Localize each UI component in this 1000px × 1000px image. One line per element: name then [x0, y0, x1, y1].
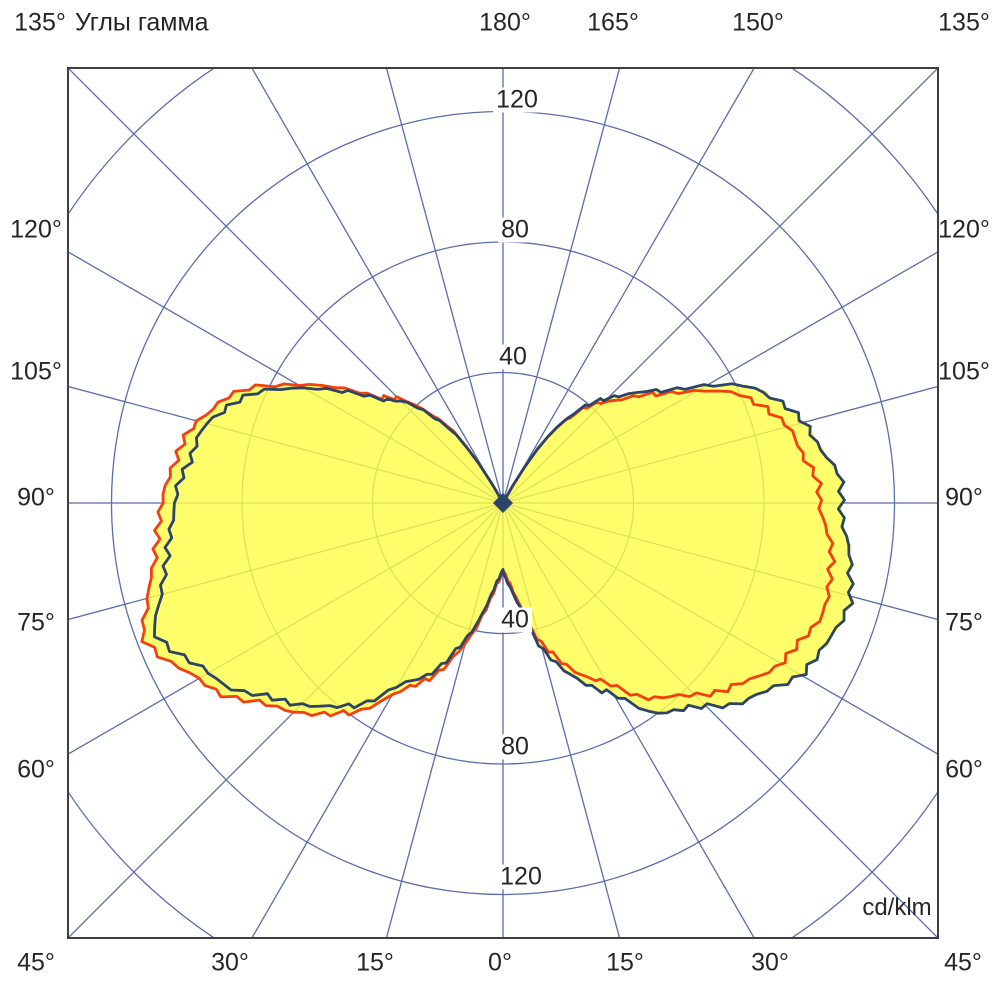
gamma-angle-label: 45°	[17, 948, 55, 977]
gamma-angle-label: 165°	[587, 8, 639, 37]
gamma-angle-label: 105°	[10, 357, 62, 386]
gamma-angle-label: 30°	[211, 948, 249, 977]
gamma-angle-label: 60°	[945, 755, 983, 784]
gamma-angle-label: 135°	[14, 8, 66, 37]
unit-label: cd/klm	[862, 894, 932, 921]
gamma-angle-label: 90°	[17, 483, 55, 512]
gamma-angle-label: 15°	[356, 948, 394, 977]
axis-scale-label: 40	[498, 607, 532, 633]
axis-scale-label: 120	[497, 864, 545, 890]
axis-scale-label: 80	[498, 217, 532, 243]
axis-scale-label: 120	[493, 87, 541, 113]
diagram-title: Углы гамма	[75, 8, 209, 37]
axis-scale-label: 40	[496, 344, 530, 370]
gamma-angle-label: 0°	[488, 948, 512, 977]
gamma-angle-label: 45°	[944, 948, 982, 977]
gamma-angle-label: 120°	[10, 215, 62, 244]
gamma-angle-label: 15°	[606, 948, 644, 977]
gamma-angle-label: 135°	[938, 8, 990, 37]
gamma-angle-label: 75°	[17, 608, 55, 637]
gamma-angle-label: 90°	[945, 483, 983, 512]
gamma-angle-label: 30°	[751, 948, 789, 977]
gamma-angle-label: 180°	[479, 8, 531, 37]
gamma-angle-label: 120°	[938, 215, 990, 244]
axis-scale-label: 80	[498, 734, 532, 760]
gamma-angle-label: 75°	[945, 608, 983, 637]
gamma-angle-label: 150°	[732, 8, 784, 37]
gamma-angle-label: 105°	[938, 357, 990, 386]
gamma-angle-label: 60°	[17, 755, 55, 784]
